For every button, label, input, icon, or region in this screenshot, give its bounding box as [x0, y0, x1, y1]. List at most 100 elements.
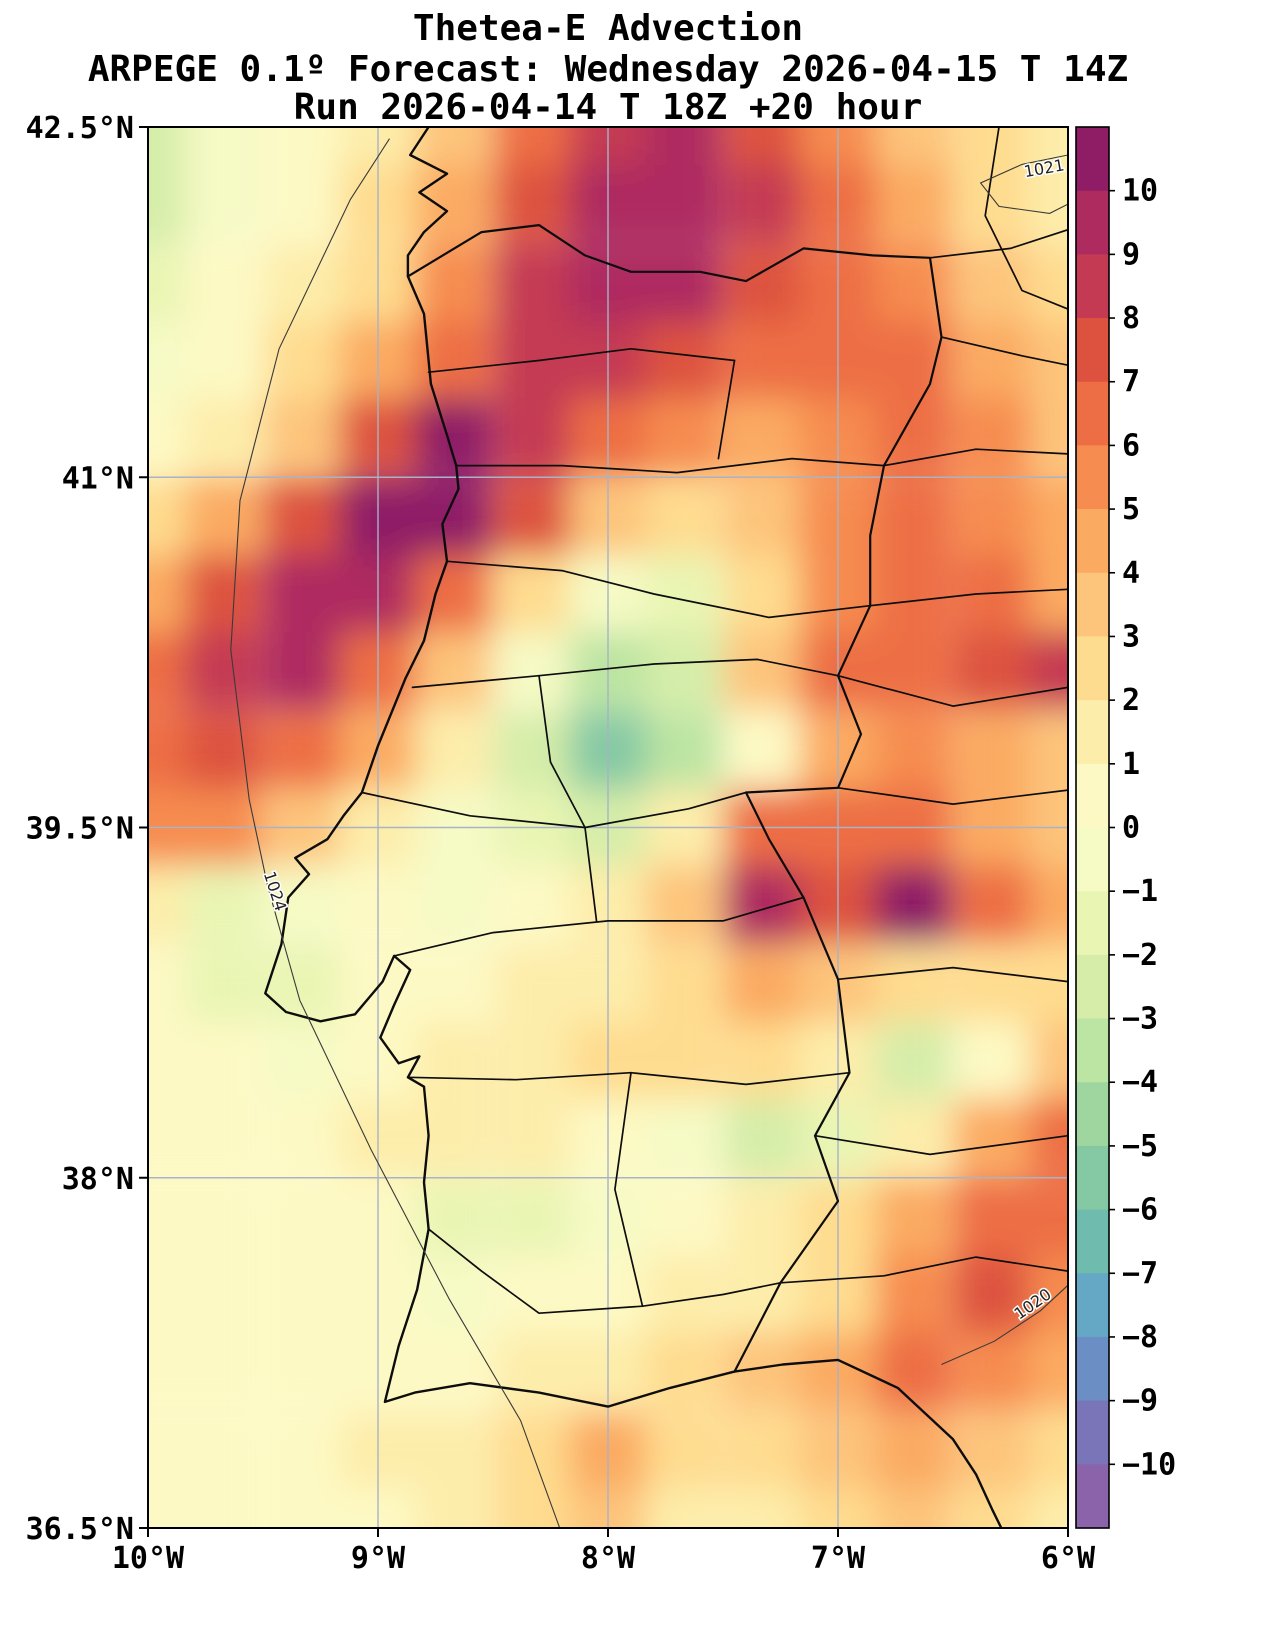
- heatmap-cell: [148, 398, 187, 477]
- heatmap-cell: [148, 711, 187, 790]
- heatmap-cell: [723, 1489, 801, 1528]
- heatmap-cell: [953, 321, 1031, 400]
- heatmap-cell: [493, 1099, 571, 1177]
- colorbar-tick-label: −10: [1122, 1447, 1176, 1482]
- x-tick-label: 9°W: [351, 1541, 406, 1576]
- heatmap-cell: [493, 478, 571, 556]
- boundary-layer: [264, 127, 1068, 1528]
- heatmap-cell: [953, 1255, 1031, 1334]
- heatmap-cell: [875, 127, 953, 166]
- heatmap-cell: [723, 865, 801, 944]
- colorbar-segment: [1076, 1336, 1109, 1402]
- heatmap-cell: [415, 865, 493, 944]
- colorbar-segment: [1076, 1145, 1109, 1211]
- heatmap-cell: [645, 1489, 723, 1528]
- province-boundary-path: [779, 1256, 1068, 1284]
- isobar-path: [230, 138, 561, 1528]
- colorbar-tick-label: 9: [1122, 237, 1140, 272]
- colorbar-tick-label: −6: [1122, 1193, 1158, 1228]
- chart-subtitle-run: Run 2026-04-14 T 18Z +20 hour: [294, 87, 923, 128]
- heatmap-cell: [263, 711, 341, 790]
- province-boundary-path: [837, 786, 1068, 805]
- colorbar-segment: [1076, 127, 1109, 192]
- heatmap-cell: [148, 1099, 187, 1177]
- heatmap-cell: [415, 1022, 493, 1100]
- district-boundary-path: [584, 826, 598, 922]
- heatmap-cell: [263, 127, 341, 166]
- heatmap-cell: [1029, 1022, 1068, 1100]
- coastline-path: [264, 127, 1003, 1528]
- province-boundary-path: [837, 966, 1068, 983]
- heatmap-cell: [1029, 945, 1068, 1023]
- heatmap-cell: [1029, 1255, 1068, 1334]
- heatmap-cell: [645, 555, 723, 633]
- heatmap-cell: [723, 398, 801, 477]
- heatmap-cell: [185, 478, 263, 556]
- heatmap-cell: [148, 321, 187, 400]
- heatmap-cell: [875, 321, 953, 400]
- colorbar-segment: [1076, 827, 1109, 892]
- x-tick-label: 8°W: [581, 1541, 636, 1576]
- heatmap-cell: [263, 244, 341, 323]
- heatmap-cell: [953, 1178, 1031, 1257]
- district-boundary-path: [614, 1071, 644, 1308]
- colorbar-tick-label: −5: [1122, 1129, 1158, 1164]
- heatmap-cell: [148, 1489, 187, 1528]
- heatmap-cell: [953, 632, 1031, 710]
- heatmap-cell: [953, 945, 1031, 1023]
- heatmap-cell: [1029, 321, 1068, 400]
- heatmap-cell: [875, 1099, 953, 1177]
- province-boundary-path: [940, 336, 1068, 367]
- chart-subtitle-forecast: ARPEGE 0.1º Forecast: Wednesday 2026-04-…: [88, 49, 1128, 90]
- heatmap-cell: [645, 632, 723, 710]
- heatmap-cell: [645, 244, 723, 323]
- grid-layer: [148, 127, 1068, 1528]
- heatmap-cell: [645, 1412, 723, 1490]
- province-boundary-path: [929, 228, 1068, 259]
- heatmap-cell: [645, 1099, 723, 1177]
- heatmap-cell: [148, 1022, 187, 1100]
- district-boundary-path: [717, 359, 736, 460]
- heatmap-cell: [263, 398, 341, 477]
- colorbar-segment: [1076, 700, 1109, 765]
- heatmap-cell: [493, 632, 571, 710]
- heatmap-cell: [148, 1332, 187, 1411]
- colorbar-segment: [1076, 1018, 1109, 1083]
- heatmap-cell: [185, 321, 263, 400]
- heatmap-cell: [723, 127, 801, 166]
- heatmap-cell: [1029, 165, 1068, 243]
- heatmap-cell: [723, 1178, 801, 1257]
- heatmap-cell: [1029, 478, 1068, 556]
- heatmap-cell: [185, 127, 263, 166]
- heatmap-cell: [185, 865, 263, 944]
- heatmap-cell: [875, 478, 953, 556]
- heatmap-cell: [1029, 555, 1068, 633]
- isobar-path: [979, 154, 1068, 214]
- heatmap-cell: [415, 1412, 493, 1490]
- heatmap-cell: [185, 555, 263, 633]
- heatmap-cell: [953, 1412, 1031, 1490]
- heatmap-cell: [263, 555, 341, 633]
- heatmap-cell: [953, 478, 1031, 556]
- axis-layer: 10°W 9°W 8°W 7°W 6°W 42.5°N 41°N 39.5°N 38°N 36.5…: [26, 111, 1096, 1576]
- heatmap-cell: [263, 1178, 341, 1257]
- heatmap-cell: [493, 1255, 571, 1334]
- heatmap-cell: [1029, 1412, 1068, 1490]
- colorbar-segment: [1076, 954, 1109, 1020]
- isobar-path: [941, 1284, 1068, 1366]
- heatmap-cell: [185, 1099, 263, 1177]
- province-boundary-path: [814, 1134, 1068, 1156]
- heatmap-cell: [415, 127, 493, 166]
- district-boundary-path: [427, 347, 736, 374]
- colorbar-segment: [1076, 572, 1109, 638]
- heatmap-cell: [263, 865, 341, 944]
- heatmap-cell: [953, 711, 1031, 790]
- colorbar-tick-label: −2: [1122, 938, 1158, 973]
- province-boundary-path: [984, 127, 1068, 310]
- province-boundary-path: [883, 448, 1068, 467]
- heatmap-cell: [1029, 398, 1068, 477]
- heatmap-cell: [185, 398, 263, 477]
- heatmap-cell: [493, 1489, 571, 1528]
- heatmap-cell: [645, 165, 723, 243]
